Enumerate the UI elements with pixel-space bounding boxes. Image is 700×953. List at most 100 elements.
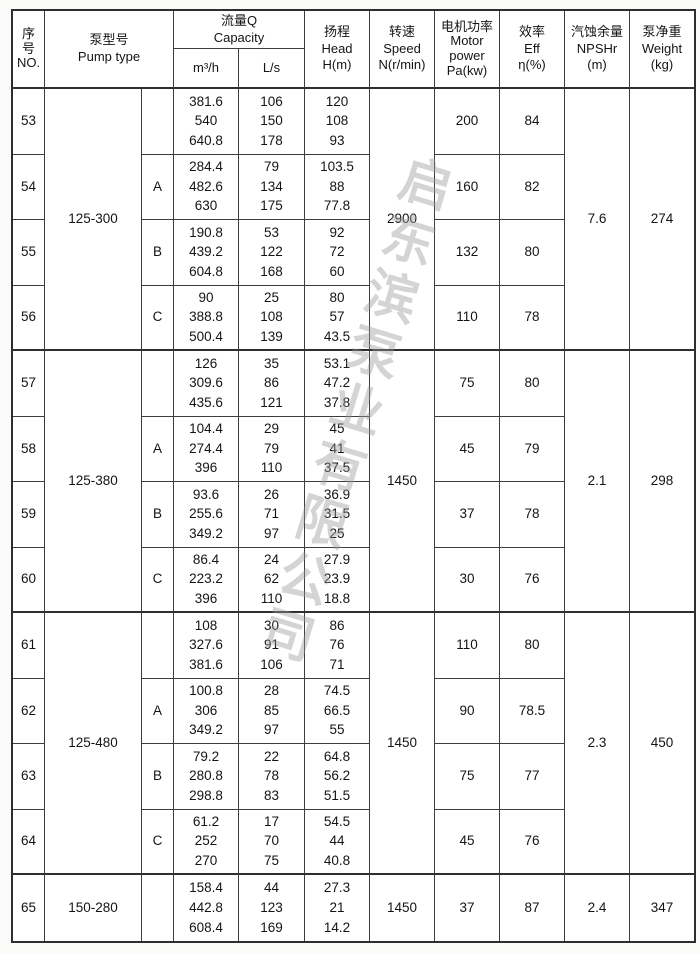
capacity-m3h-cell: 100.8 306 349.2	[174, 678, 239, 744]
head-value: 108	[325, 113, 349, 129]
efficiency-cell: 78.5	[500, 678, 565, 744]
serial-no-cell: 62	[13, 678, 45, 744]
head-value: 93	[329, 132, 345, 148]
header-no: 序 号 NO.	[13, 11, 45, 89]
head-value: 56.2	[323, 768, 351, 784]
capacity-ls-value: 110	[260, 460, 283, 476]
capacity-m3h-cell: 158.4 442.8 608.4	[174, 875, 239, 941]
variant-letter-cell	[142, 89, 174, 155]
capacity-m3h-value: 223.2	[189, 571, 223, 587]
capacity-ls-value: 79	[263, 159, 280, 175]
capacity-m3h-value: 435.6	[189, 394, 223, 410]
capacity-m3h-value: 61.2	[192, 814, 220, 830]
head-cell: 53.1 47.2 37.8	[305, 351, 370, 417]
head-value: 40.8	[323, 852, 351, 868]
capacity-m3h-cell: 90 388.8 500.4	[174, 285, 239, 351]
head-value: 80	[329, 290, 345, 306]
variant-letter-cell: B	[142, 220, 174, 286]
capacity-ls-value: 110	[260, 590, 283, 606]
head-value: 27.3	[323, 880, 351, 896]
serial-no-cell: 65	[13, 875, 45, 941]
head-value: 66.5	[323, 702, 351, 718]
capacity-m3h-value: 79.2	[192, 748, 220, 764]
capacity-ls-value: 44	[263, 880, 280, 896]
head-value: 21	[329, 899, 345, 915]
motor-power-cell: 30	[435, 547, 500, 613]
header-weight-zh: 泵净重	[642, 23, 682, 39]
capacity-m3h-value: 158.4	[189, 880, 223, 896]
head-value: 31.5	[323, 506, 351, 522]
motor-power-cell: 160	[435, 154, 500, 220]
header-unit-ls: L/s	[239, 49, 305, 89]
capacity-ls-cell: 26 71 97	[239, 482, 305, 548]
capacity-m3h-value: 274.4	[189, 440, 223, 456]
npshr-cell: 2.4	[565, 875, 630, 941]
header-head-zh: 扬程	[323, 23, 350, 39]
capacity-ls-value: 53	[263, 224, 280, 240]
head-value: 74.5	[323, 683, 351, 699]
header-speed-unit: N(r/min)	[378, 57, 426, 73]
header-weight-unit: (kg)	[650, 57, 674, 73]
speed-cell: 2900	[370, 89, 435, 351]
capacity-m3h-cell: 284.4 482.6 630	[174, 154, 239, 220]
header-motor-zh: 电机功率	[440, 18, 493, 34]
header-pump-type-zh: 泵型号	[89, 32, 129, 48]
capacity-m3h-value: 439.2	[189, 244, 223, 260]
capacity-ls-value: 97	[263, 525, 280, 541]
capacity-ls-value: 17	[263, 814, 280, 830]
pump-type-cell: 125-300	[45, 89, 142, 351]
efficiency-cell: 80	[500, 220, 565, 286]
capacity-ls-value: 168	[260, 263, 283, 279]
speed-cell: 1450	[370, 875, 435, 941]
head-value: 120	[325, 93, 349, 109]
capacity-m3h-value: 381.6	[189, 656, 223, 672]
capacity-ls-cell: 30 91 106	[239, 613, 305, 679]
variant-letter-cell: C	[142, 285, 174, 351]
head-cell: 27.3 21 14.2	[305, 875, 370, 941]
capacity-m3h-value: 396	[194, 460, 218, 476]
capacity-ls-value: 75	[263, 852, 280, 868]
head-cell: 103.5 88 77.8	[305, 154, 370, 220]
capacity-ls-cell: 22 78 83	[239, 744, 305, 810]
head-cell: 80 57 43.5	[305, 285, 370, 351]
capacity-ls-value: 123	[260, 899, 283, 915]
weight-cell: 450	[630, 613, 694, 875]
head-value: 72	[329, 244, 345, 260]
serial-no-cell: 56	[13, 285, 45, 351]
capacity-m3h-cell: 126 309.6 435.6	[174, 351, 239, 417]
capacity-m3h-value: 396	[194, 590, 218, 606]
serial-no-cell: 60	[13, 547, 45, 613]
capacity-m3h-value: 349.2	[189, 525, 223, 541]
capacity-ls-value: 71	[263, 506, 280, 522]
capacity-ls-cell: 25 108 139	[239, 285, 305, 351]
motor-power-cell: 75	[435, 351, 500, 417]
header-head: 扬程 Head H(m)	[305, 11, 370, 89]
capacity-m3h-value: 298.8	[189, 787, 223, 803]
capacity-ls-value: 150	[260, 113, 283, 129]
capacity-ls-value: 91	[263, 637, 280, 653]
capacity-m3h-cell: 93.6 255.6 349.2	[174, 482, 239, 548]
variant-letter-cell: B	[142, 482, 174, 548]
head-cell: 120 108 93	[305, 89, 370, 155]
capacity-ls-value: 122	[260, 244, 283, 260]
capacity-m3h-cell: 108 327.6 381.6	[174, 613, 239, 679]
head-value: 77.8	[323, 198, 351, 214]
variant-letter-cell: A	[142, 154, 174, 220]
head-value: 57	[329, 309, 345, 325]
capacity-m3h-cell: 381.6 540 640.8	[174, 89, 239, 155]
capacity-ls-value: 178	[260, 132, 283, 148]
capacity-m3h-value: 252	[194, 833, 218, 849]
header-capacity-en: Capacity	[213, 29, 265, 45]
speed-cell: 1450	[370, 613, 435, 875]
capacity-ls-value: 169	[260, 919, 283, 935]
head-value: 53.1	[323, 355, 351, 371]
motor-power-cell: 90	[435, 678, 500, 744]
head-cell: 54.5 44 40.8	[305, 809, 370, 875]
capacity-m3h-value: 640.8	[189, 132, 223, 148]
capacity-ls-value: 70	[263, 833, 280, 849]
capacity-ls-value: 86	[263, 375, 280, 391]
head-value: 64.8	[323, 748, 351, 764]
capacity-ls-value: 106	[260, 656, 283, 672]
header-pump-type-en: Pump type	[77, 49, 141, 64]
capacity-m3h-value: 93.6	[192, 486, 220, 502]
